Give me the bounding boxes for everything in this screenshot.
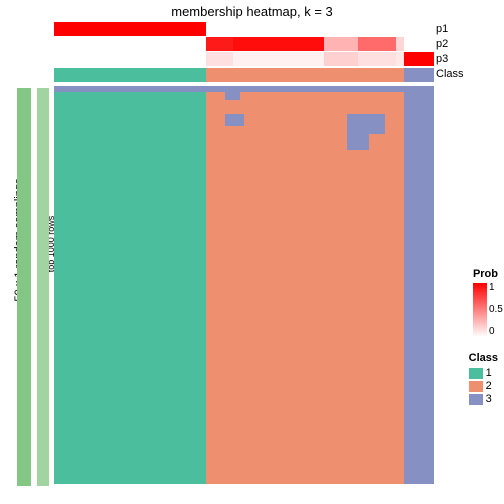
page-title: membership heatmap, k = 3 (0, 4, 504, 19)
annot-label-p2: p2 (436, 37, 464, 52)
inner-rows-bar (37, 88, 49, 486)
annotation-row-labels: p1p2p3Class (436, 22, 464, 82)
outer-sampling-bar (17, 88, 31, 486)
class-legend-title: Class (469, 352, 498, 364)
annot-p3 (54, 52, 434, 66)
class-legend-items: 123 (469, 367, 498, 406)
prob-gradient: 10.50 (473, 283, 487, 337)
plot-area (54, 22, 434, 492)
annot-Class (54, 68, 434, 82)
class-legend: Class 123 (469, 352, 498, 406)
annot-label-p1: p1 (436, 22, 464, 37)
annot-p1 (54, 22, 434, 36)
prob-legend-title: Prob (473, 268, 498, 280)
class-swatch-1: 1 (469, 367, 498, 380)
class-swatch-3: 3 (469, 393, 498, 406)
annot-label-p3: p3 (436, 52, 464, 67)
annot-label-Class: Class (436, 67, 464, 82)
annotation-rows (54, 22, 434, 82)
prob-legend: Prob 10.50 (473, 268, 498, 339)
class-swatch-2: 2 (469, 380, 498, 393)
annot-p2 (54, 37, 434, 51)
heatmap-body (54, 86, 434, 484)
